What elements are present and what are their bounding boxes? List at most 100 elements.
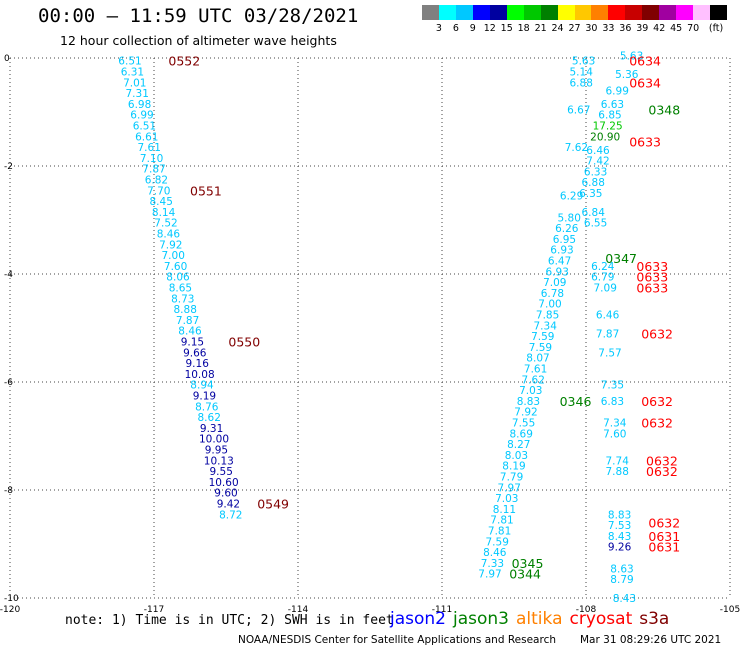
- pass-time-label: 0631: [648, 529, 680, 544]
- wave-height-value: 17.25: [593, 121, 623, 133]
- map-tick-labels: -120 -117 -114 -111 -108 -105 0 -2 -4 -6 -8 -10: [0, 54, 740, 615]
- wave-height-value: 8.72: [219, 509, 242, 521]
- wave-height-value: 7.10: [140, 153, 163, 165]
- wave-height-value: 6.47: [548, 256, 571, 268]
- wave-height-value: 9.15: [181, 337, 204, 349]
- wave-height-value: 9.66: [183, 347, 207, 359]
- wave-height-value: 6.29: [560, 191, 583, 203]
- pass-time-labels: 0552055105500549063406340633063306330633…: [168, 54, 680, 582]
- scale-label: 30: [585, 23, 598, 34]
- wave-height-value: 6.31: [121, 67, 144, 79]
- page-subtitle: 12 hour collection of altimeter wave hei…: [60, 33, 337, 48]
- lon-tick-label: -111: [432, 605, 452, 615]
- wave-height-value: 7.59: [486, 536, 509, 548]
- legend-altika: altika: [516, 609, 563, 629]
- satellite-legend: jason2 jason3 altika cryosat s3a: [390, 609, 676, 629]
- wave-height-value: 8.94: [190, 380, 214, 392]
- scale-label: 12: [483, 23, 496, 34]
- wave-height-value: 8.62: [198, 412, 221, 424]
- wave-height-value: 8.69: [510, 428, 533, 440]
- wave-height-value: 7.81: [490, 515, 513, 527]
- scale-swatch: [710, 5, 728, 20]
- wave-height-value: 10.00: [199, 434, 229, 446]
- pass-time-label: 0345: [512, 556, 544, 571]
- lon-tick-label: -105: [720, 605, 740, 615]
- wave-height-value: 9.31: [200, 423, 223, 435]
- wave-height-value: 8.73: [171, 293, 194, 305]
- scale-label: 24: [551, 23, 564, 34]
- wave-height-value: 7.61: [524, 364, 547, 376]
- wave-height-value: 5.63: [572, 56, 595, 68]
- scale-label: 27: [568, 23, 581, 34]
- scale-swatch: [608, 5, 626, 20]
- scale-unit: (ft): [708, 23, 724, 34]
- scale-label: 6: [452, 23, 459, 34]
- pass-time-label: 0632: [646, 453, 678, 468]
- scale-swatch: [455, 5, 474, 20]
- lat-tick-label: -6: [4, 378, 13, 388]
- scale-swatch: [472, 5, 491, 20]
- wave-height-value: 8.14: [152, 207, 176, 219]
- wave-height-value: 7.61: [138, 142, 161, 154]
- wave-height-value: 6.95: [553, 234, 576, 246]
- wave-height-value: 7.70: [147, 185, 170, 197]
- pass-time-label: 0631: [648, 540, 680, 555]
- wave-height-value: 7.97: [498, 482, 521, 494]
- scale-label: 3: [435, 23, 442, 34]
- wave-height-value: 7.62: [565, 142, 588, 154]
- pass-time-label: 0348: [648, 102, 680, 117]
- wave-height-value: 7.59: [529, 342, 552, 354]
- pass-time-label: 0632: [648, 515, 680, 530]
- lon-tick-label: -114: [288, 605, 309, 615]
- wave-height-value: 7.00: [538, 299, 561, 311]
- scale-label: 18: [517, 23, 530, 34]
- wave-height-value: 8.83: [517, 396, 540, 408]
- wave-height-value: 7.59: [531, 331, 554, 343]
- wave-height-value: 7.03: [495, 493, 518, 505]
- wave-height-value: 7.62: [522, 374, 545, 386]
- wave-height-value: 6.46: [596, 310, 620, 322]
- wave-height-value: 6.55: [584, 218, 607, 230]
- lon-tick-label: -108: [576, 605, 597, 615]
- lat-tick-label: -2: [4, 162, 13, 172]
- scale-swatch: [625, 5, 643, 20]
- scale-label: 9: [469, 23, 476, 34]
- wave-height-value: 7.79: [500, 472, 523, 484]
- wave-height-value: 6.82: [145, 175, 168, 187]
- legend-cryosat: cryosat: [569, 609, 633, 629]
- pass-time-label: 0346: [560, 394, 592, 409]
- wave-height-value: 6.93: [550, 245, 573, 257]
- pass-time-label: 0633: [636, 259, 668, 274]
- wave-height-value: 7.00: [162, 250, 185, 262]
- wave-height-value: 7.60: [603, 428, 626, 440]
- wave-height-value: 7.60: [164, 261, 187, 273]
- legend-jason3: jason3: [453, 609, 509, 629]
- wave-height-value: 6.33: [584, 166, 607, 178]
- wave-height-value: 8.27: [507, 439, 530, 451]
- scale-swatch: [591, 5, 609, 20]
- wave-height-value: 7.92: [514, 407, 537, 419]
- pass-time-label: 0550: [228, 335, 260, 350]
- wave-height-value: 7.03: [519, 385, 542, 397]
- scale-swatch: [523, 5, 542, 20]
- scale-label: 45: [670, 23, 683, 34]
- color-scale: 3 6 9 12 15 18 21 24 27 30 33 36 39 42 45 70 (ft): [422, 5, 728, 35]
- wave-height-value: 5.14: [570, 67, 594, 79]
- wave-height-value: 7.97: [478, 569, 501, 581]
- pass-time-label: 0633: [636, 281, 668, 296]
- wave-height-value: 6.88: [582, 177, 605, 189]
- wave-height-value: 7.53: [608, 520, 631, 532]
- legend-jason2: jason2: [390, 609, 446, 629]
- wave-height-value: 8.79: [610, 574, 633, 586]
- wave-height-value: 8.76: [195, 401, 219, 413]
- scale-label: 21: [534, 23, 547, 34]
- wave-height-value: 7.09: [543, 277, 566, 289]
- wave-height-value: 9.55: [210, 466, 233, 478]
- wave-height-value: 6.85: [598, 110, 621, 122]
- wave-height-value: 7.57: [598, 347, 621, 359]
- pass-time-label: 0634: [629, 54, 661, 69]
- wave-height-values: 6.516.317.017.316.986.996.516.617.617.10…: [118, 50, 643, 605]
- wave-height-value: 6.51: [118, 56, 141, 68]
- wave-height-value: 6.84: [582, 207, 606, 219]
